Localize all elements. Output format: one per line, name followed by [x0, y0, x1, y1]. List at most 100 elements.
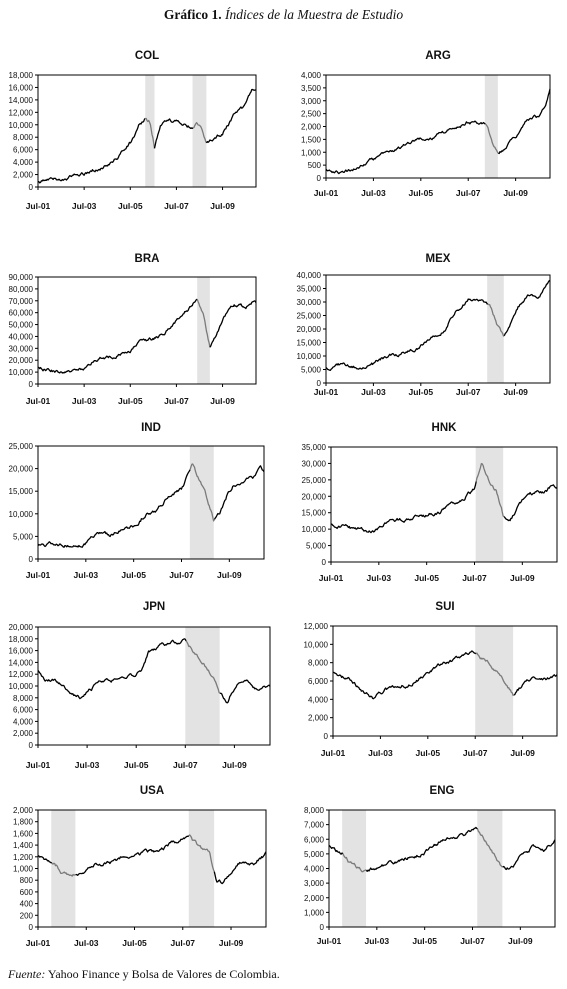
jpn-ytick-label: 2,000 — [13, 729, 34, 738]
usa-ytick-label: 1,800 — [13, 818, 34, 827]
bra-ytick-label: 0 — [29, 380, 34, 389]
arg-xtick-label: Jul-09 — [503, 188, 528, 198]
jpn-ytick-label: 14,000 — [9, 658, 34, 667]
jpn-ytick-label: 16,000 — [9, 647, 34, 656]
ind-series-line-2 — [213, 465, 265, 520]
usa-xtick-label: Jul-07 — [170, 938, 195, 948]
col-chart-title: COL — [135, 50, 159, 62]
figure-title: Gráfico 1. Índices de la Muestra de Estu… — [0, 7, 567, 23]
mex-series-line-2 — [503, 279, 551, 337]
hnk-ytick-label: 5,000 — [306, 542, 327, 551]
ind-series-line-0 — [37, 469, 191, 548]
hnk-plot-frame — [330, 446, 558, 563]
jpn-ytick-label: 8,000 — [13, 694, 34, 703]
usa-series-line-2 — [75, 835, 190, 876]
ind-ytick-label: 20,000 — [9, 465, 34, 474]
usa-xtick-label: Jul-05 — [122, 938, 147, 948]
usa-ytick-label: 200 — [20, 911, 34, 920]
eng-ytick-label: 5,000 — [304, 850, 325, 859]
col-shaded-period-1 — [192, 75, 207, 187]
eng-shaded-period-0 — [342, 810, 367, 927]
eng-series-line-1 — [342, 853, 367, 873]
usa-ytick-label: 1,200 — [13, 853, 34, 862]
ind-series-line-1 — [189, 463, 216, 522]
col-xtick-label: Jul-03 — [72, 201, 97, 211]
bra-series-line-0 — [37, 298, 198, 374]
hnk-ytick-label: 35,000 — [302, 443, 327, 452]
mex-ytick-label: 40,000 — [297, 271, 322, 280]
ind-plot-frame — [37, 445, 265, 560]
sui-shaded-period-0 — [475, 626, 514, 736]
mex-shaded-period-0 — [487, 275, 504, 383]
col-ytick-label: 18,000 — [9, 71, 34, 80]
jpn-xtick-label: Jul-07 — [173, 760, 198, 770]
eng-xtick-label: Jul-07 — [460, 936, 485, 946]
arg-ytick-label: 0 — [317, 174, 322, 183]
eng-chart-title: ENG — [430, 785, 455, 797]
col-series-line-3 — [192, 122, 208, 144]
arg-ytick-label: 3,000 — [301, 97, 322, 106]
sui-xtick-label: Jul-01 — [321, 748, 346, 758]
hnk-xtick-label: Jul-03 — [367, 573, 392, 583]
mex-ytick-label: 30,000 — [297, 298, 322, 307]
ind-chart-title: IND — [141, 422, 161, 434]
sui-xtick-label: Jul-03 — [368, 748, 393, 758]
sui-ytick-label: 12,000 — [304, 622, 329, 631]
jpn-xtick-label: Jul-05 — [124, 760, 149, 770]
bra-xtick-label: Jul-03 — [72, 396, 97, 406]
col-ytick-label: 2,000 — [13, 171, 34, 180]
eng-series-line-3 — [476, 828, 503, 868]
usa-series-line-0 — [37, 855, 53, 864]
sui-ytick-label: 6,000 — [308, 677, 329, 686]
sui-xtick-label: Jul-07 — [463, 748, 488, 758]
jpn-plot-frame — [37, 626, 271, 746]
sui-series-line-2 — [513, 674, 558, 696]
hnk-shaded-period-0 — [475, 447, 504, 562]
mex-ytick-label: 5,000 — [301, 366, 322, 375]
ind-xtick-label: Jul-03 — [74, 570, 99, 580]
col-ytick-label: 8,000 — [13, 133, 34, 142]
jpn-xtick-label: Jul-09 — [222, 760, 247, 770]
ind-ytick-label: 10,000 — [9, 510, 34, 519]
usa-ytick-label: 0 — [29, 923, 34, 932]
jpn-ytick-label: 18,000 — [9, 635, 34, 644]
arg-ytick-label: 2,500 — [301, 110, 322, 119]
hnk-ytick-label: 25,000 — [302, 476, 327, 485]
ind-xtick-label: Jul-01 — [26, 570, 51, 580]
jpn-ytick-label: 10,000 — [9, 682, 34, 691]
arg-series-line-1 — [484, 123, 499, 154]
bra-shaded-period-0 — [197, 277, 210, 384]
hnk-ytick-label: 20,000 — [302, 492, 327, 501]
eng-ytick-label: 1,000 — [304, 908, 325, 917]
ind-ytick-label: 5,000 — [13, 532, 34, 541]
eng-xtick-label: Jul-09 — [508, 936, 533, 946]
hnk-ytick-label: 0 — [322, 558, 327, 567]
hnk-series-line-2 — [503, 484, 558, 522]
hnk-xtick-label: Jul-07 — [462, 573, 487, 583]
usa-xtick-label: Jul-09 — [219, 938, 244, 948]
jpn-series-line-1 — [185, 640, 221, 694]
usa-shaded-period-0 — [51, 810, 76, 927]
jpn-chart-title: JPN — [143, 601, 165, 613]
col-series-line-1 — [145, 117, 156, 149]
ind-shaded-period-0 — [189, 446, 214, 559]
eng-series-line-4 — [502, 839, 556, 871]
usa-ytick-label: 1,400 — [13, 841, 34, 850]
bra-xtick-label: Jul-09 — [210, 396, 235, 406]
eng-xtick-label: Jul-01 — [317, 936, 342, 946]
sui-series-line-1 — [475, 652, 515, 697]
mex-ytick-label: 35,000 — [297, 285, 322, 294]
usa-ytick-label: 2,000 — [13, 806, 34, 815]
col-ytick-label: 12,000 — [9, 108, 34, 117]
col-ytick-label: 6,000 — [13, 146, 34, 155]
bra-ytick-label: 50,000 — [9, 321, 34, 330]
jpn-xtick-label: Jul-03 — [75, 760, 100, 770]
mex-plot-frame — [325, 274, 551, 384]
eng-xtick-label: Jul-05 — [412, 936, 437, 946]
usa-xtick-label: Jul-01 — [26, 938, 51, 948]
arg-chart-title: ARG — [425, 50, 451, 62]
usa-ytick-label: 800 — [20, 876, 34, 885]
usa-series-line-3 — [188, 834, 215, 872]
bra-series-line-1 — [196, 299, 211, 348]
